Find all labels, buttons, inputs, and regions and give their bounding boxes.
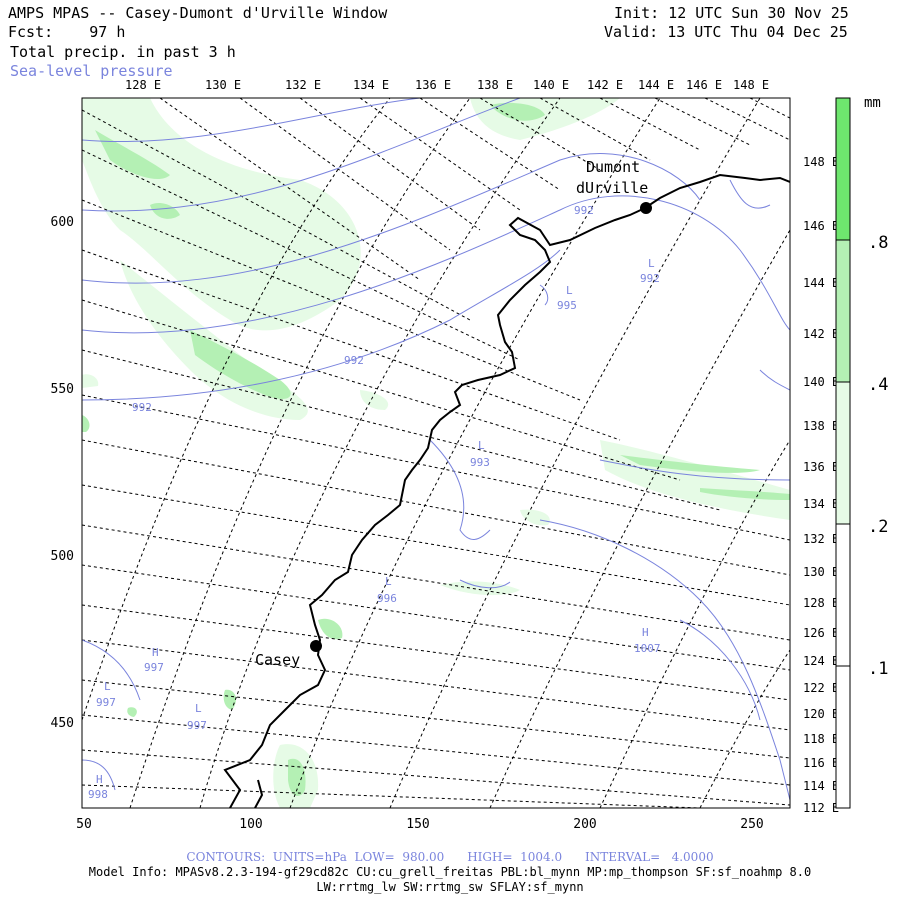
pressure-value: 1007 — [634, 642, 661, 655]
colorbar-unit: mm — [864, 95, 881, 111]
top-lon-label: 130 E — [205, 78, 241, 92]
right-lon-label: 122 E — [803, 681, 839, 695]
map-border — [81, 97, 791, 809]
right-lon-label: 118 E — [803, 732, 839, 746]
right-lon-label: 138 E — [803, 419, 839, 433]
colorbar-segment-mid — [836, 240, 850, 382]
colorbar-level: .4 — [868, 375, 888, 395]
map-title: AMPS MPAS -- Casey-Dumont d'Urville Wind… — [8, 4, 388, 22]
right-lon-labels: 148 E 146 E 144 E 142 E 140 E 138 E 136 … — [803, 155, 839, 815]
y-tick-label: 600 — [51, 215, 74, 230]
top-lon-label: 128 E — [125, 78, 161, 92]
y-tick-label: 550 — [51, 382, 74, 397]
pressure-letter: H — [642, 626, 649, 639]
colorbar-level: .2 — [868, 517, 888, 537]
x-tick-label: 100 — [239, 817, 262, 832]
pressure-value: 997 — [144, 661, 164, 674]
pressure-letter: H — [152, 646, 159, 659]
right-lon-label: 114 E — [803, 779, 839, 793]
latlon-grid — [82, 98, 790, 808]
top-lon-label: 134 E — [353, 78, 389, 92]
pressure-letter: L — [648, 257, 655, 270]
contour-info: CONTOURS: UNITS=hPa LOW= 980.00 HIGH= 10… — [186, 850, 714, 864]
pressure-contours — [82, 98, 790, 801]
top-lon-label: 140 E — [533, 78, 569, 92]
precip-shading — [82, 98, 790, 808]
top-lon-labels: 128 E 130 E 132 E 134 E 136 E 138 E 140 … — [125, 78, 769, 92]
top-lon-label: 148 E — [733, 78, 769, 92]
pressure-value: 997 — [187, 719, 207, 732]
right-lon-label: 130 E — [803, 565, 839, 579]
x-tick-label: 150 — [406, 817, 429, 832]
x-tick-label: 250 — [740, 817, 763, 832]
y-axis-ticks: 600 550 500 450 — [51, 215, 74, 731]
pressure-value: 992 — [640, 272, 660, 285]
pressure-labels: 992 992 992 L 995 L 992 L 993 L 996 H 10… — [88, 204, 661, 801]
model-info-line1: Model Info: MPASv8.2.3-194-gf29cd82c CU:… — [88, 865, 812, 879]
right-lon-label: 144 E — [803, 276, 839, 290]
colorbar-segment-light — [836, 382, 850, 524]
right-lon-label: 132 E — [803, 532, 839, 546]
top-lon-label: 142 E — [587, 78, 623, 92]
top-lon-label: 138 E — [477, 78, 513, 92]
pressure-value: 993 — [470, 456, 490, 469]
right-lon-label: 116 E — [803, 756, 839, 770]
pressure-letter: L — [195, 702, 202, 715]
pressure-letter: H — [96, 773, 103, 786]
dumont-label-line1: Dumont — [586, 158, 640, 176]
forecast-hour: Fcst: 97 h — [8, 23, 126, 41]
pressure-letter: L — [566, 284, 573, 297]
init-time: Init: 12 UTC Sun 30 Nov 25 — [614, 4, 849, 22]
right-lon-label: 126 E — [803, 626, 839, 640]
top-lon-label: 146 E — [686, 78, 722, 92]
model-info-line2: LW:rrtmg_lw SW:rrtmg_sw SFLAY:sf_mynn — [316, 880, 584, 894]
x-tick-label: 200 — [573, 817, 596, 832]
colorbar-segment-low — [836, 524, 850, 666]
casey-station-marker — [310, 640, 322, 652]
colorbar-level: .8 — [868, 233, 888, 253]
pressure-value: 992 — [344, 354, 364, 367]
dumont-label-line2: dUrville — [576, 179, 648, 197]
right-lon-label: 148 E — [803, 155, 839, 169]
y-tick-label: 500 — [51, 549, 74, 564]
y-tick-label: 450 — [51, 716, 74, 731]
right-lon-label: 136 E — [803, 460, 839, 474]
colorbar-segment-none — [836, 666, 850, 808]
pressure-value: 995 — [557, 299, 577, 312]
pressure-value: 992 — [574, 204, 594, 217]
colorbar-segment-heavy — [836, 98, 850, 240]
pressure-letter: L — [385, 575, 392, 588]
top-lon-label: 132 E — [285, 78, 321, 92]
right-lon-label: 120 E — [803, 707, 839, 721]
field-name: Total precip. in past 3 h — [10, 43, 236, 61]
pressure-value: 998 — [88, 788, 108, 801]
top-lon-label: 144 E — [638, 78, 674, 92]
colorbar-level: .1 — [868, 659, 888, 679]
pressure-letter: L — [478, 439, 485, 452]
x-axis-ticks: 50 100 150 200 250 — [76, 817, 764, 832]
overlay-name: Sea-level pressure — [10, 62, 173, 80]
top-lon-label: 136 E — [415, 78, 451, 92]
pressure-value: 996 — [377, 592, 397, 605]
pressure-value: 997 — [96, 696, 116, 709]
pressure-value: 992 — [132, 401, 152, 414]
right-lon-label: 128 E — [803, 596, 839, 610]
valid-time: Valid: 13 UTC Thu 04 Dec 25 — [604, 23, 848, 41]
right-lon-label: 134 E — [803, 497, 839, 511]
x-tick-label: 50 — [76, 817, 92, 832]
dumont-station-marker — [640, 202, 652, 214]
pressure-letter: L — [104, 680, 111, 693]
right-lon-label: 142 E — [803, 327, 839, 341]
right-lon-label: 112 E — [803, 801, 839, 815]
right-lon-label: 146 E — [803, 219, 839, 233]
colorbar: mm .1 .2 .4 .8 — [835, 95, 888, 809]
right-lon-label: 140 E — [803, 375, 839, 389]
casey-label: Casey — [255, 651, 300, 669]
right-lon-label: 124 E — [803, 654, 839, 668]
